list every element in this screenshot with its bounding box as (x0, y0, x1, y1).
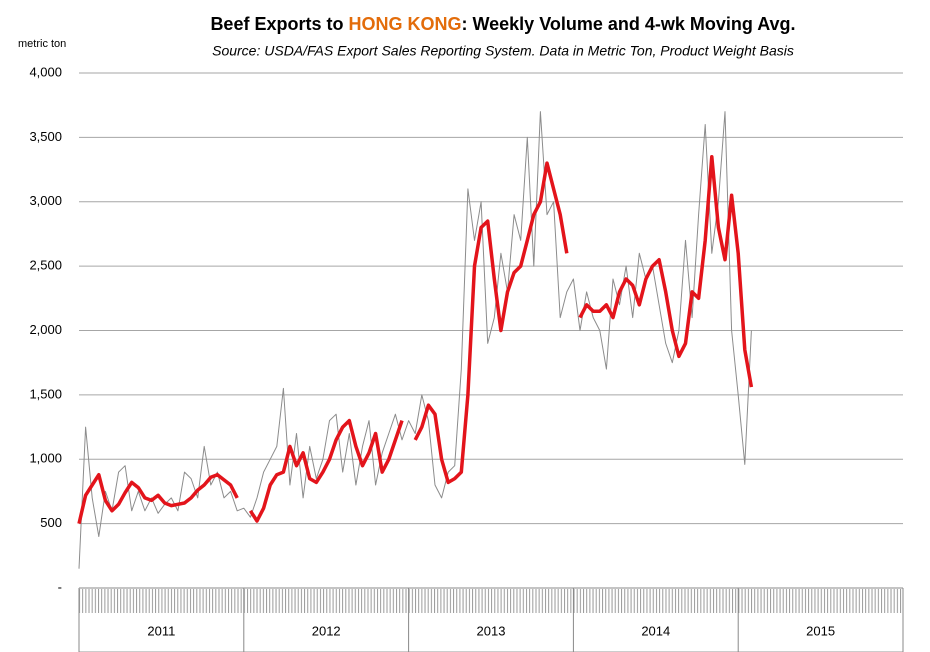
y-tick-label: 2,000 (29, 322, 62, 337)
y-tick-label: 3,000 (29, 193, 62, 208)
title-part: : Weekly Volume and 4-wk Moving Avg. (461, 14, 795, 34)
y-tick-label: 1,500 (29, 386, 62, 401)
x-group-label: 2011 (147, 623, 175, 638)
x-group-label: 2014 (641, 623, 670, 638)
y-axis-label: metric ton (18, 38, 66, 50)
chart-title: Beef Exports to HONG KONG: Weekly Volume… (210, 14, 795, 34)
x-group-label: 2013 (477, 623, 506, 638)
y-tick-label: 2,500 (29, 258, 62, 273)
minor-ticks (79, 589, 903, 613)
title-part: Beef Exports to (210, 14, 348, 34)
series-line (78, 111, 752, 569)
y-tick-label: 500 (40, 515, 62, 530)
series-line (77, 154, 754, 524)
y-tick-label: - (58, 579, 62, 594)
x-group-label: 2012 (312, 623, 341, 638)
y-tick-label: 4,000 (29, 64, 62, 79)
y-tick-label: 3,500 (29, 129, 62, 144)
y-tick-label: 1,000 (29, 451, 62, 466)
x-group-label: 2015 (806, 623, 835, 638)
title-part: HONG KONG (348, 14, 461, 34)
subtitle: Source: USDA/FAS Export Sales Reporting … (212, 43, 794, 59)
